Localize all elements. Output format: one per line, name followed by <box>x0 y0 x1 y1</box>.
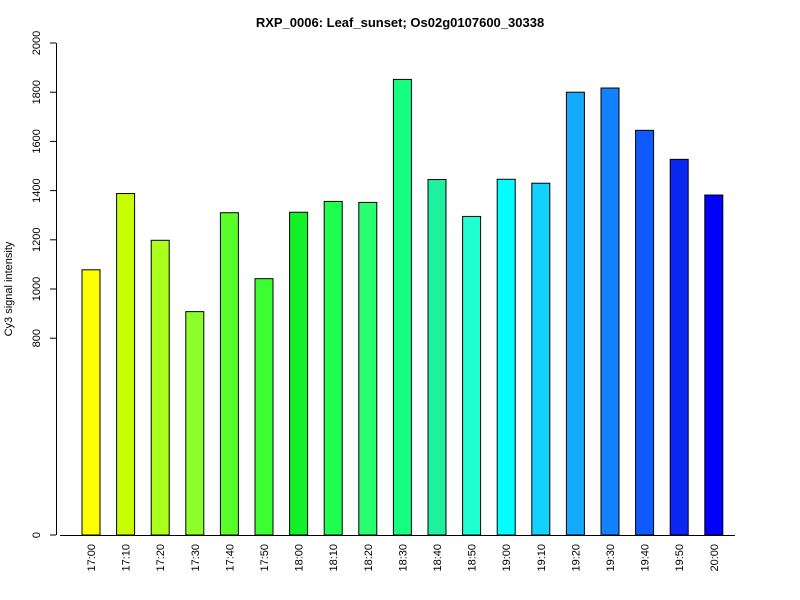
x-tick-label: 18:20 <box>363 544 375 572</box>
y-tick-label: 0 <box>31 532 43 538</box>
bar-1810 <box>323 200 343 536</box>
bar-1730 <box>185 311 205 536</box>
bar-1840 <box>427 179 447 536</box>
x-tick-label: 18:30 <box>397 544 409 572</box>
bar-1740 <box>219 212 239 536</box>
bar-1750 <box>254 278 274 536</box>
y-tick-label: 1000 <box>31 277 43 301</box>
y-tick-label: 800 <box>31 329 43 347</box>
y-tick-label: 1600 <box>31 129 43 153</box>
y-tick-label: 1400 <box>31 178 43 202</box>
y-axis-label: Cy3 signal intensity <box>3 241 15 336</box>
y-tick-label: 2000 <box>31 31 43 55</box>
y-axis: 0 800 1000 1200 1400 1600 1800 2000 <box>31 31 57 538</box>
bar-1920 <box>565 91 585 536</box>
bar-1720 <box>150 239 170 536</box>
x-axis: 17:00 17:10 17:20 17:30 17:40 17:50 18:00 18:10… <box>86 544 721 572</box>
x-tick-label: 18:10 <box>328 544 340 572</box>
chart-title: RXP_0006: Leaf_sunset; Os02g0107600_3033… <box>256 15 544 30</box>
bar-2000 <box>704 194 724 536</box>
bar-1950 <box>669 158 689 536</box>
x-tick-label: 17:30 <box>190 544 202 572</box>
x-tick-label: 17:50 <box>259 544 271 572</box>
x-tick-label: 18:40 <box>432 544 444 572</box>
x-tick-label: 18:00 <box>294 544 306 572</box>
x-tick-label: 17:20 <box>155 544 167 572</box>
bar-1910 <box>531 182 551 536</box>
bar-1710 <box>116 193 136 536</box>
bar-1800 <box>289 211 309 536</box>
x-tick-label: 19:00 <box>501 544 513 572</box>
bar-1940 <box>635 129 655 536</box>
y-tick-label: 1200 <box>31 228 43 252</box>
bar-1930 <box>600 87 620 536</box>
x-tick-label: 17:00 <box>86 544 98 572</box>
bar-1830 <box>392 78 412 536</box>
x-tick-label: 19:30 <box>605 544 617 572</box>
x-tick-label: 17:40 <box>224 544 236 572</box>
x-tick-label: 19:20 <box>570 544 582 572</box>
y-tick-label: 1800 <box>31 80 43 104</box>
bar-1820 <box>358 201 378 536</box>
x-tick-label: 19:40 <box>640 544 652 572</box>
x-tick-label: 19:10 <box>536 544 548 572</box>
x-tick-label: 19:50 <box>674 544 686 572</box>
x-tick-label: 18:50 <box>467 544 479 572</box>
x-tick-label: 20:00 <box>709 544 721 572</box>
bar-series <box>81 78 724 536</box>
bar-1850 <box>462 215 482 536</box>
x-tick-label: 17:10 <box>121 544 133 572</box>
bar-1700 <box>81 269 101 536</box>
bar-1900 <box>496 178 516 536</box>
